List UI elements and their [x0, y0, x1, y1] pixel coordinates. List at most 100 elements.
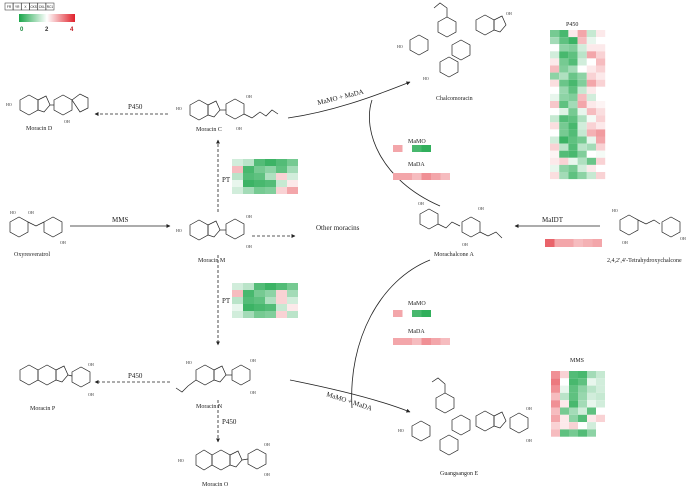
heatmap-cell: [577, 101, 587, 109]
heatmap-cell: [393, 173, 403, 180]
heatmap-cell: [551, 407, 560, 415]
heatmap-cell: [559, 93, 569, 101]
heatmap-cell: [287, 290, 298, 297]
heatmap-cell: [265, 159, 276, 166]
svg-text:OH: OH: [526, 406, 532, 411]
heatmap-cell: [596, 30, 606, 38]
legend-tissue-label: YR: [15, 5, 20, 9]
heatmap-cell: [254, 311, 265, 318]
heatmap-cell: [568, 79, 578, 87]
heatmap-cell: [569, 414, 578, 423]
heatmap-cell: [232, 283, 243, 290]
heatmap-cell: [568, 37, 578, 45]
scale-label-0: 0: [20, 27, 24, 33]
heatmap-cell: [287, 180, 298, 187]
heatmap-cell: [550, 164, 560, 172]
heatmap-cell: [287, 311, 298, 318]
heatmap-cell: [402, 310, 412, 317]
heatmap-cell: [243, 166, 254, 173]
heatmap-cell: [265, 297, 276, 304]
svg-text:OH: OH: [28, 210, 34, 215]
label-moracin-n: Moracin N: [196, 404, 223, 410]
heatmap-cell: [586, 65, 596, 73]
heatmap-cell: [596, 172, 606, 180]
heatmap-cell: [586, 58, 596, 66]
structure-chalcomoracin: HO OH HO Chalcomoracin: [397, 2, 512, 102]
heatmap-cell: [577, 157, 587, 165]
heatmap-cell: [596, 44, 606, 52]
heatmap-cell: [587, 429, 596, 437]
heatmap-cell: [596, 51, 606, 59]
heatmap-cell: [276, 180, 287, 187]
heatmap-cell: [577, 72, 587, 80]
arrow-morachalcone-to-chalcomoracin: [369, 99, 441, 207]
heatmap-cell: [586, 157, 596, 165]
svg-text:OH: OH: [88, 362, 94, 367]
enzyme-p450-c-d: P450: [128, 103, 143, 111]
heatmap-cell: [569, 400, 578, 408]
heatmap-cell: [568, 101, 578, 109]
svg-text:OH: OH: [246, 244, 252, 249]
heatmap-cell: [265, 304, 276, 311]
heatmap-cell: [559, 143, 569, 151]
heatmap-cell: [587, 385, 596, 393]
heatmap-cell: [550, 143, 560, 151]
heatmap-cell: [440, 173, 450, 180]
heatmap-cell: [412, 338, 422, 345]
label-other-moracins-text: Other moracins: [316, 224, 360, 232]
heatmap-cell: [596, 414, 605, 423]
heatmap-cell: [559, 30, 569, 38]
label-guangsangon-e: Guangsangon E: [440, 471, 478, 477]
heatmap-cell: [596, 129, 606, 137]
enzyme-pt-bottom: PT: [222, 297, 231, 305]
heatmap-cell: [578, 400, 587, 408]
heatmap-cell: [569, 422, 578, 430]
heatmap-cell: [431, 145, 441, 152]
heatmap-cell: [596, 37, 606, 45]
svg-text:HO: HO: [176, 228, 182, 233]
heatmap-cell: [586, 72, 596, 80]
heatmap-cell: [569, 392, 578, 401]
heatmap-cell: [560, 407, 569, 415]
heatmap-cell: [577, 65, 587, 73]
heatmap-cell: [596, 115, 606, 123]
heatmap-cell: [243, 283, 254, 290]
heatmap-cell: [596, 371, 605, 379]
svg-text:OH: OH: [236, 126, 242, 131]
heatmap-cell: [559, 51, 569, 59]
heatmap-cell: [265, 311, 276, 318]
svg-text:OH: OH: [250, 358, 256, 363]
heatmap-cell: [559, 164, 569, 172]
heatmap-cell: [559, 79, 569, 87]
heatmap-cell: [578, 385, 587, 393]
heatmap-cell: [586, 37, 596, 45]
heatmap-cell: [577, 51, 587, 59]
heatmap-cell: [254, 166, 265, 173]
heatmap-cell: [586, 115, 596, 123]
heatmap-titles: P450 MaMO MaDA MaMO MaDA MMS: [408, 22, 584, 364]
heatmap-mamo-bottom: [393, 310, 450, 317]
heatmap-cell: [276, 290, 287, 297]
svg-text:OH: OH: [622, 240, 628, 245]
heatmap-cell: [276, 297, 287, 304]
heatmap-cell: [551, 371, 560, 379]
heatmap-cell: [587, 400, 596, 408]
heatmap-cell: [287, 297, 298, 304]
heatmap-cell: [578, 407, 587, 415]
structure-morachalcone-a: OH OH OH Morachalcone A: [418, 201, 503, 258]
heatmap-cell: [577, 122, 587, 130]
heatmap-cell: [586, 172, 596, 180]
heatmaps: [232, 30, 606, 437]
heatmap-title-p450: P450: [566, 22, 578, 28]
heatmap-cell: [265, 290, 276, 297]
heatmap-cell: [232, 297, 243, 304]
structure-tetrahydroxychalcone: HO OH OH 2,4,2′,4′-Tetrahydroxychalcone: [607, 208, 686, 264]
heatmap-cell: [559, 136, 569, 144]
heatmap-cell: [596, 164, 606, 172]
heatmap-cell: [287, 159, 298, 166]
svg-text:OH: OH: [526, 438, 532, 443]
heatmap-cell: [569, 385, 578, 393]
heatmap-cell: [551, 385, 560, 393]
heatmap-cell: [421, 338, 431, 345]
